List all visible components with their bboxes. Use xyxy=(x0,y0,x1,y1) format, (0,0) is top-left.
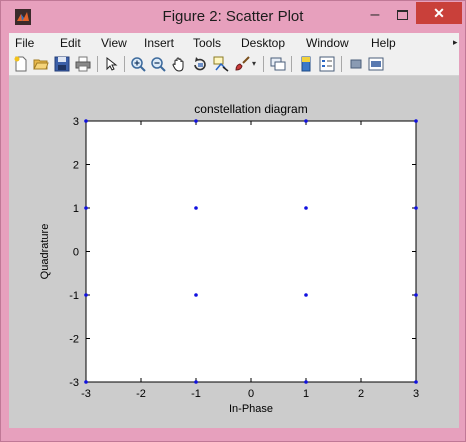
data-point xyxy=(414,119,418,123)
x-tick-label: 1 xyxy=(303,388,309,400)
menu-overflow-icon[interactable]: ▸ xyxy=(453,37,458,47)
minimize-button[interactable]: – xyxy=(370,6,380,23)
data-point xyxy=(414,380,418,384)
menu-edit[interactable]: Edit xyxy=(60,36,81,50)
hide-plot-tools-icon[interactable] xyxy=(348,56,364,72)
toolbar-separator xyxy=(341,56,342,72)
x-tick-label: -3 xyxy=(81,388,91,400)
pointer-icon[interactable] xyxy=(103,56,119,72)
menu-insert[interactable]: Insert xyxy=(144,36,175,50)
show-plot-tools-icon[interactable] xyxy=(368,56,384,72)
colorbar-icon[interactable] xyxy=(298,56,314,72)
y-tick-label: 2 xyxy=(73,160,79,172)
maximize-icon xyxy=(397,10,408,20)
y-axis-label: Quadrature xyxy=(39,224,51,280)
window-title: Figure 2: Scatter Plot xyxy=(162,8,304,25)
new-figure-icon[interactable] xyxy=(13,56,29,72)
data-point xyxy=(194,119,198,123)
open-file-icon[interactable] xyxy=(33,56,49,72)
scatter-plot: constellation diagram In-Phase Quadratur… xyxy=(39,102,419,415)
data-point xyxy=(84,380,88,384)
x-tick-label: 0 xyxy=(248,388,254,400)
y-tick-label: -2 xyxy=(69,334,79,346)
menu-view[interactable]: View xyxy=(101,36,127,50)
link-plot-icon[interactable] xyxy=(270,56,286,72)
x-tick-label: -2 xyxy=(136,388,146,400)
data-point xyxy=(414,206,418,210)
data-point xyxy=(84,293,88,297)
menu-file[interactable]: File xyxy=(15,36,35,50)
y-tick-label: -3 xyxy=(69,377,79,389)
y-tick-label: 1 xyxy=(73,203,79,215)
data-point xyxy=(304,206,308,210)
toolbar-separator xyxy=(263,56,264,72)
save-icon[interactable] xyxy=(54,56,70,72)
legend-icon[interactable] xyxy=(319,56,335,72)
menu-bar: File Edit View Insert Tools Desktop Wind… xyxy=(9,33,459,53)
pan-icon[interactable] xyxy=(171,56,187,72)
data-point xyxy=(194,206,198,210)
matlab-app-icon[interactable] xyxy=(15,9,31,25)
y-tick-label: 0 xyxy=(73,247,79,259)
zoom-in-icon[interactable] xyxy=(130,56,146,72)
axes-background xyxy=(85,120,417,383)
y-tick-label: -1 xyxy=(69,290,79,302)
toolbar-separator xyxy=(97,56,98,72)
x-tick-label: -1 xyxy=(191,388,201,400)
chevron-down-icon[interactable]: ▾ xyxy=(252,59,257,68)
x-axis-label: In-Phase xyxy=(229,403,273,415)
y-tick-label: 3 xyxy=(73,116,79,128)
close-button[interactable]: ✕ xyxy=(416,2,462,24)
data-point xyxy=(414,293,418,297)
menu-help[interactable]: Help xyxy=(371,36,396,50)
menu-window[interactable]: Window xyxy=(306,36,349,50)
data-point xyxy=(304,380,308,384)
data-point xyxy=(194,293,198,297)
toolbar-separator xyxy=(291,56,292,72)
x-tick-label: 2 xyxy=(358,388,364,400)
toolbar-separator xyxy=(124,56,125,72)
data-cursor-icon[interactable] xyxy=(213,56,229,72)
figure-canvas: constellation diagram In-Phase Quadratur… xyxy=(9,76,459,428)
rotate-icon[interactable] xyxy=(192,56,208,72)
menu-tools[interactable]: Tools xyxy=(193,36,222,50)
brush-icon[interactable] xyxy=(234,56,250,72)
zoom-out-icon[interactable] xyxy=(150,56,166,72)
data-points xyxy=(84,119,418,384)
maximize-button[interactable] xyxy=(390,5,414,25)
x-tick-label: 3 xyxy=(413,388,419,400)
toolbar: ▾ xyxy=(9,53,459,76)
menu-desktop[interactable]: Desktop xyxy=(241,36,286,50)
data-point xyxy=(304,119,308,123)
chart-title: constellation diagram xyxy=(194,102,307,116)
data-point xyxy=(84,119,88,123)
data-point xyxy=(304,293,308,297)
data-point xyxy=(194,380,198,384)
data-point xyxy=(84,206,88,210)
print-icon[interactable] xyxy=(75,56,91,72)
title-bar[interactable]: Figure 2: Scatter Plot – ✕ xyxy=(1,1,465,33)
